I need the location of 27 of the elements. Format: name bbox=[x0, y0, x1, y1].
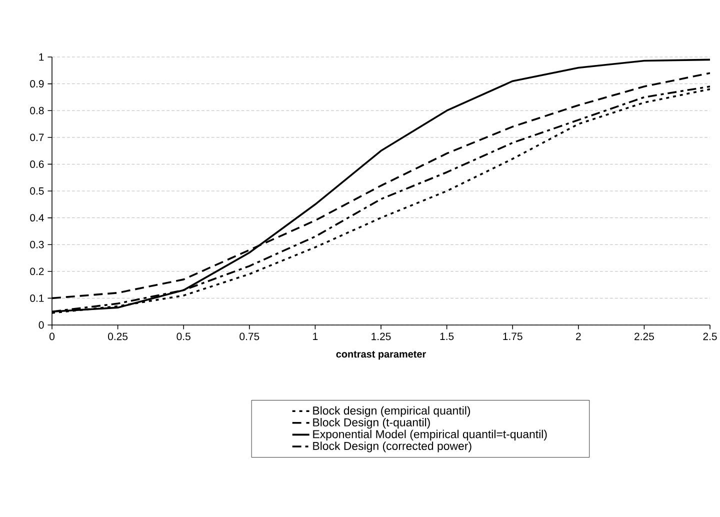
x-axis-title: contrast parameter bbox=[336, 351, 426, 360]
y-tick-label: 0.9 bbox=[30, 80, 44, 88]
legend-label: Block design (empirical quantil) bbox=[313, 406, 470, 417]
legend-label: Block Design (t-quantil) bbox=[313, 418, 430, 429]
y-tick-label: 0.7 bbox=[30, 134, 44, 142]
y-tick-label: 0 bbox=[38, 321, 44, 329]
x-tick-label: 0.25 bbox=[108, 332, 128, 340]
legend-label: Block Design (corrected power) bbox=[313, 442, 472, 452]
x-tick-label: 1.75 bbox=[503, 332, 522, 340]
y-tick-label: 1 bbox=[39, 53, 44, 61]
y-tick-label: 0.4 bbox=[30, 214, 44, 222]
y-tick-label: 0.8 bbox=[30, 106, 44, 114]
y-tick-label: 0.1 bbox=[30, 294, 44, 302]
x-tick-label: 0.5 bbox=[176, 332, 190, 340]
y-tick-label: 0.3 bbox=[30, 240, 44, 248]
y-tick-label: 0.5 bbox=[30, 187, 44, 195]
legend-label: Exponential Model (empirical quantil=t-quantil) bbox=[313, 430, 547, 440]
x-tick-label: 0.75 bbox=[240, 332, 260, 340]
y-tick-label: 0.2 bbox=[30, 268, 44, 276]
x-tick-label: 1.5 bbox=[440, 332, 454, 340]
x-tick-label: 1 bbox=[313, 332, 318, 340]
x-tick-label: 2.25 bbox=[634, 332, 654, 340]
y-tick-label: 0.6 bbox=[30, 160, 44, 168]
x-tick-label: 1.25 bbox=[372, 332, 391, 340]
x-tick-label: 2.5 bbox=[703, 332, 717, 340]
x-tick-label: 2 bbox=[576, 332, 581, 340]
x-tick-label: 0 bbox=[50, 332, 54, 340]
